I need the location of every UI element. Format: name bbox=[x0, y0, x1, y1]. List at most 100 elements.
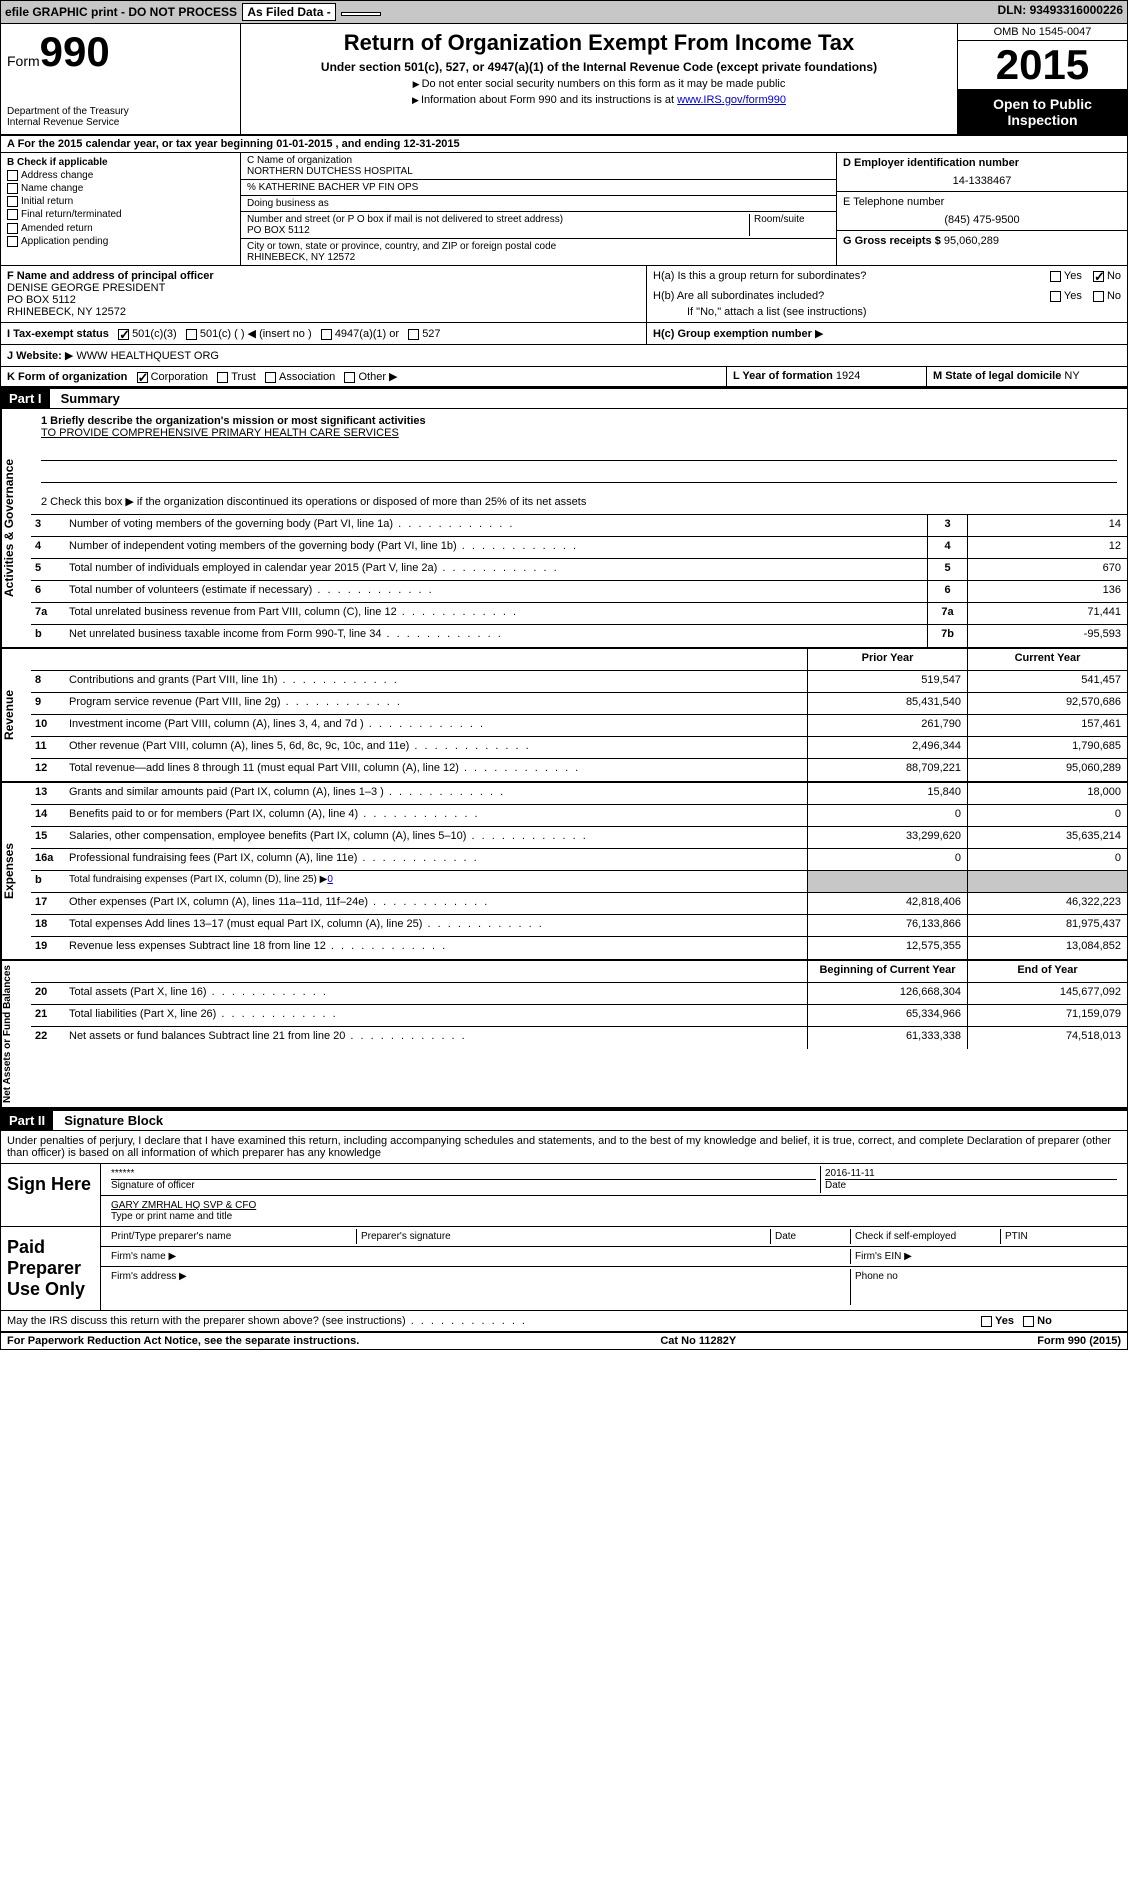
ptin-label: PTIN bbox=[1001, 1229, 1121, 1244]
header-left: Form990 Department of the Treasury Inter… bbox=[1, 24, 241, 134]
line-num: 15 bbox=[31, 827, 65, 848]
city-cell: City or town, state or province, country… bbox=[241, 239, 836, 265]
rev-lines-line-12: 12Total revenue—add lines 8 through 11 (… bbox=[31, 759, 1127, 781]
tax-year-end: 12-31-2015 bbox=[403, 138, 459, 150]
org-name: NORTHERN DUTCHESS HOSPITAL bbox=[247, 166, 830, 177]
discuss-no-checkbox[interactable] bbox=[1023, 1316, 1034, 1327]
line-desc: Total expenses Add lines 13–17 (must equ… bbox=[65, 915, 807, 936]
chk-amended-return[interactable]: Amended return bbox=[7, 223, 234, 234]
chk-address-change[interactable]: Address change bbox=[7, 170, 234, 181]
footer-right: Form 990 (2015) bbox=[1037, 1335, 1121, 1347]
efile-topbar: efile GRAPHIC print - DO NOT PROCESS As … bbox=[1, 1, 1127, 24]
line-box: 3 bbox=[927, 515, 967, 536]
chk-501c[interactable] bbox=[186, 329, 197, 340]
asfiled-label: As Filed Data - bbox=[242, 3, 335, 21]
footer-left: For Paperwork Reduction Act Notice, see … bbox=[7, 1335, 359, 1347]
rev-lines-line-10: 10Investment income (Part VIII, column (… bbox=[31, 715, 1127, 737]
h-a-no-checkbox[interactable] bbox=[1093, 271, 1104, 282]
h-b-label: H(b) Are all subordinates included? bbox=[653, 290, 1001, 302]
line-cy bbox=[967, 871, 1127, 892]
form-label: Form bbox=[7, 53, 40, 69]
officer-city: RHINEBECK, NY 12572 bbox=[7, 306, 640, 318]
gov-line-b: bNet unrelated business taxable income f… bbox=[31, 625, 1127, 647]
h-a-label: H(a) Is this a group return for subordin… bbox=[653, 270, 1001, 282]
chk-501c3[interactable] bbox=[118, 329, 129, 340]
sig-officer-cell: ****** Signature of officer bbox=[107, 1166, 821, 1193]
sig-date-cell: 2016-11-11 Date bbox=[821, 1166, 1121, 1193]
prep-name-label: Print/Type preparer's name bbox=[107, 1229, 357, 1244]
line-py: 42,818,406 bbox=[807, 893, 967, 914]
chk-association[interactable] bbox=[265, 372, 276, 383]
website-value: WWW HEALTHQUEST ORG bbox=[76, 350, 219, 362]
sig-masked: ****** bbox=[111, 1168, 816, 1179]
footer-mid: Cat No 11282Y bbox=[660, 1335, 736, 1347]
line-desc: Contributions and grants (Part VIII, lin… bbox=[65, 671, 807, 692]
end-year-header: End of Year bbox=[967, 961, 1127, 982]
omb-number: OMB No 1545-0047 bbox=[958, 24, 1127, 41]
vlabel-expenses: Expenses bbox=[1, 783, 31, 959]
officer-name-row: GARY ZMRHAL HQ SVP & CFO Type or print n… bbox=[101, 1196, 1127, 1226]
chk-final-return[interactable]: Final return/terminated bbox=[7, 209, 234, 220]
street-value: PO BOX 5112 bbox=[247, 225, 745, 236]
discuss-yes-checkbox[interactable] bbox=[981, 1316, 992, 1327]
sig-officer-label: Signature of officer bbox=[111, 1179, 816, 1191]
net-lines-line-20: 20Total assets (Part X, line 16)126,668,… bbox=[31, 983, 1127, 1005]
line-desc: Revenue less expenses Subtract line 18 f… bbox=[65, 937, 807, 959]
form-subtitle: Under section 501(c), 527, or 4947(a)(1)… bbox=[251, 60, 947, 74]
line-box: 6 bbox=[927, 581, 967, 602]
officer-label: F Name and address of principal officer bbox=[7, 270, 640, 282]
line-desc: Net assets or fund balances Subtract lin… bbox=[65, 1027, 807, 1049]
gross-receipts-label: G Gross receipts $ bbox=[843, 235, 941, 247]
form-header: Form990 Department of the Treasury Inter… bbox=[1, 24, 1127, 136]
chk-other[interactable] bbox=[344, 372, 355, 383]
h-b-no-checkbox[interactable] bbox=[1093, 291, 1104, 302]
topbar-left: efile GRAPHIC print - DO NOT PROCESS As … bbox=[5, 3, 383, 21]
mission-value: TO PROVIDE COMPREHENSIVE PRIMARY HEALTH … bbox=[41, 427, 1117, 439]
box-c-label: C Name of organization bbox=[247, 155, 830, 166]
chk-name-change[interactable]: Name change bbox=[7, 183, 234, 194]
officer-name: DENISE GEORGE PRESIDENT bbox=[7, 282, 640, 294]
line-desc: Investment income (Part VIII, column (A)… bbox=[65, 715, 807, 736]
ein-label: D Employer identification number bbox=[843, 157, 1121, 169]
discuss-row: May the IRS discuss this return with the… bbox=[1, 1311, 1127, 1332]
line-py: 2,496,344 bbox=[807, 737, 967, 758]
mission-blank2 bbox=[41, 469, 1117, 483]
line-box: 4 bbox=[927, 537, 967, 558]
chk-527[interactable] bbox=[408, 329, 419, 340]
line-value: 670 bbox=[967, 559, 1127, 580]
row-a-tax-year: A For the 2015 calendar year, or tax yea… bbox=[1, 136, 1127, 153]
h-a-yes-checkbox[interactable] bbox=[1050, 271, 1061, 282]
line-num: 21 bbox=[31, 1005, 65, 1026]
h-b-yes-checkbox[interactable] bbox=[1050, 291, 1061, 302]
box-deg: D Employer identification number 14-1338… bbox=[837, 153, 1127, 265]
rev-lines-line-9: 9Program service revenue (Part VIII, lin… bbox=[31, 693, 1127, 715]
dln-label: DLN: bbox=[998, 3, 1027, 17]
line-box: 5 bbox=[927, 559, 967, 580]
chk-initial-return[interactable]: Initial return bbox=[7, 196, 234, 207]
line-num: 10 bbox=[31, 715, 65, 736]
net-body: Beginning of Current Year End of Year 20… bbox=[31, 961, 1127, 1107]
chk-4947[interactable] bbox=[321, 329, 332, 340]
line-desc: Total revenue—add lines 8 through 11 (mu… bbox=[65, 759, 807, 781]
line-py: 85,431,540 bbox=[807, 693, 967, 714]
chk-trust[interactable] bbox=[217, 372, 228, 383]
chk-corporation[interactable] bbox=[137, 372, 148, 383]
sign-here-body: ****** Signature of officer 2016-11-11 D… bbox=[101, 1164, 1127, 1226]
exp-lines-line-18: 18Total expenses Add lines 13–17 (must e… bbox=[31, 915, 1127, 937]
dept-label: Department of the Treasury Internal Reve… bbox=[7, 106, 234, 128]
chk-application-pending[interactable]: Application pending bbox=[7, 236, 234, 247]
form-num: 990 bbox=[40, 28, 110, 75]
phone-value: (845) 475-9500 bbox=[843, 214, 1121, 226]
line-value: 71,441 bbox=[967, 603, 1127, 624]
paid-preparer-body: Print/Type preparer's name Preparer's si… bbox=[101, 1227, 1127, 1310]
line-num: 18 bbox=[31, 915, 65, 936]
gov-body: 1 Briefly describe the organization's mi… bbox=[31, 409, 1127, 647]
line-cy: 71,159,079 bbox=[967, 1005, 1127, 1026]
line-num: 14 bbox=[31, 805, 65, 826]
exp-lines-line-19: 19Revenue less expenses Subtract line 18… bbox=[31, 937, 1127, 959]
irs-link[interactable]: www.IRS.gov/form990 bbox=[677, 94, 786, 106]
net-lines-line-22: 22Net assets or fund balances Subtract l… bbox=[31, 1027, 1127, 1049]
rev-header-row: Prior Year Current Year bbox=[31, 649, 1127, 671]
h-a-row: H(a) Is this a group return for subordin… bbox=[647, 266, 1127, 286]
line-cy: 35,635,214 bbox=[967, 827, 1127, 848]
